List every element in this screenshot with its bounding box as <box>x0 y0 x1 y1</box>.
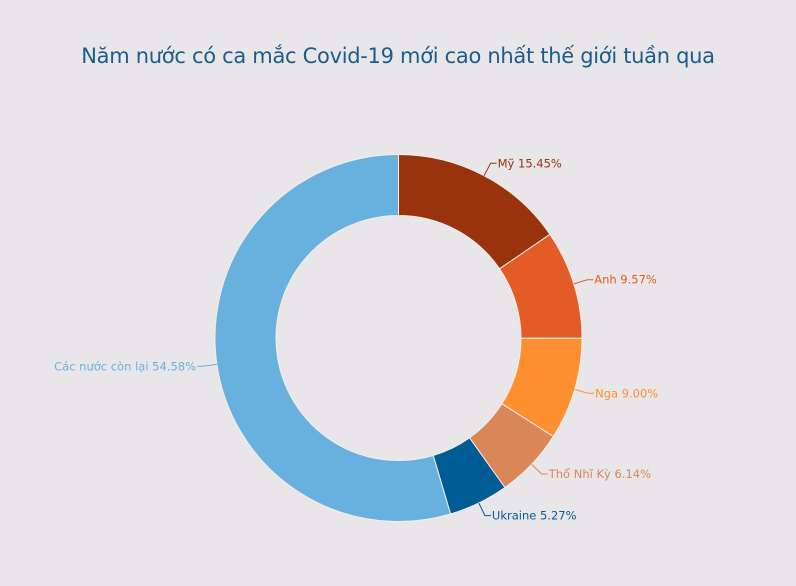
data-label: Các nước còn lại 54.58% <box>54 359 196 373</box>
data-label: Nga 9.00% <box>595 386 658 400</box>
leader-line <box>478 502 491 517</box>
leader-line <box>483 162 497 176</box>
data-label: Anh 9.57% <box>594 273 657 287</box>
data-label: Ukraine 5.27% <box>492 509 577 523</box>
leader-line <box>573 279 594 285</box>
data-label: Mỹ 15.45% <box>498 156 562 170</box>
slice-các-nước-còn-lại[interactable] <box>214 153 452 522</box>
leader-line <box>197 363 217 367</box>
data-label: Thổ Nhĩ Kỳ 6.14% <box>548 467 651 481</box>
chart-title: Năm nước có ca mắc Covid-19 mới cao nhất… <box>81 44 715 68</box>
leader-line <box>574 388 595 394</box>
leader-line <box>531 463 548 475</box>
